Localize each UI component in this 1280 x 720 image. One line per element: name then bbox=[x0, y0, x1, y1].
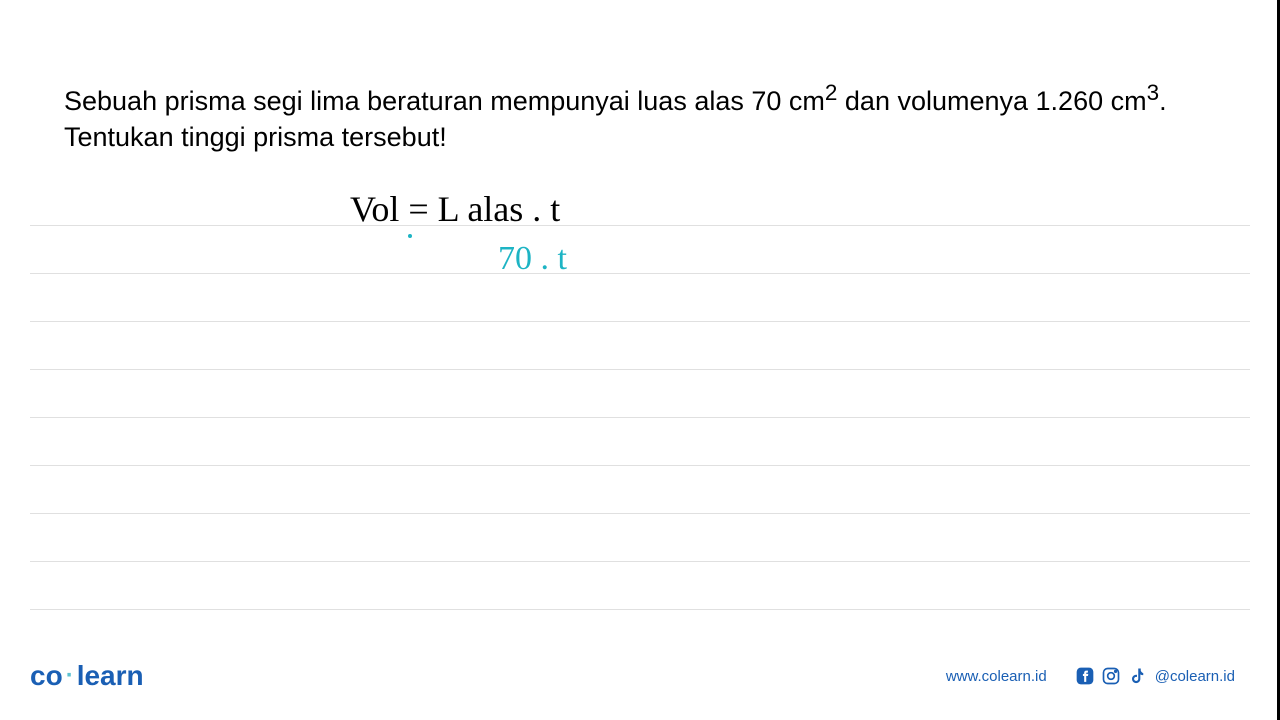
question-part1: Sebuah prisma segi lima beraturan mempun… bbox=[64, 86, 825, 116]
ruled-line bbox=[30, 562, 1250, 610]
ruled-line bbox=[30, 178, 1250, 226]
ruled-line bbox=[30, 466, 1250, 514]
ruled-line bbox=[30, 370, 1250, 418]
content-area: Sebuah prisma segi lima beraturan mempun… bbox=[0, 0, 1265, 720]
question-mid: dan volumenya 1.260 cm bbox=[837, 86, 1146, 116]
ruled-line bbox=[30, 418, 1250, 466]
ruled-line bbox=[30, 226, 1250, 274]
website-url: www.colearn.id bbox=[946, 668, 1047, 685]
logo-learn: learn bbox=[77, 660, 144, 692]
ruled-line bbox=[30, 514, 1250, 562]
logo-co: co bbox=[30, 660, 63, 692]
social-icons: @colearn.id bbox=[1075, 666, 1235, 686]
facebook-icon bbox=[1075, 666, 1095, 686]
instagram-icon bbox=[1101, 666, 1121, 686]
logo: co·learn bbox=[30, 660, 144, 692]
handwriting-formula: Vol = L alas . t bbox=[350, 188, 560, 230]
question-end: . bbox=[1159, 86, 1167, 116]
social-handle: @colearn.id bbox=[1155, 668, 1235, 685]
blue-dot bbox=[408, 234, 412, 238]
question-line2: Tentukan tinggi prisma tersebut! bbox=[64, 122, 447, 152]
footer: co·learn www.colearn.id @colearn.id bbox=[0, 660, 1265, 692]
question-sup1: 2 bbox=[825, 80, 838, 105]
ruled-line bbox=[30, 322, 1250, 370]
question-sup2: 3 bbox=[1147, 80, 1160, 105]
handwriting-substitution: 70 . t bbox=[498, 240, 567, 278]
question-text: Sebuah prisma segi lima beraturan mempun… bbox=[64, 78, 1194, 156]
logo-dot-icon: · bbox=[66, 662, 74, 690]
ruled-lines bbox=[30, 178, 1250, 610]
footer-right: www.colearn.id @colearn.id bbox=[946, 666, 1235, 686]
tiktok-icon bbox=[1127, 666, 1147, 686]
ruled-line bbox=[30, 274, 1250, 322]
